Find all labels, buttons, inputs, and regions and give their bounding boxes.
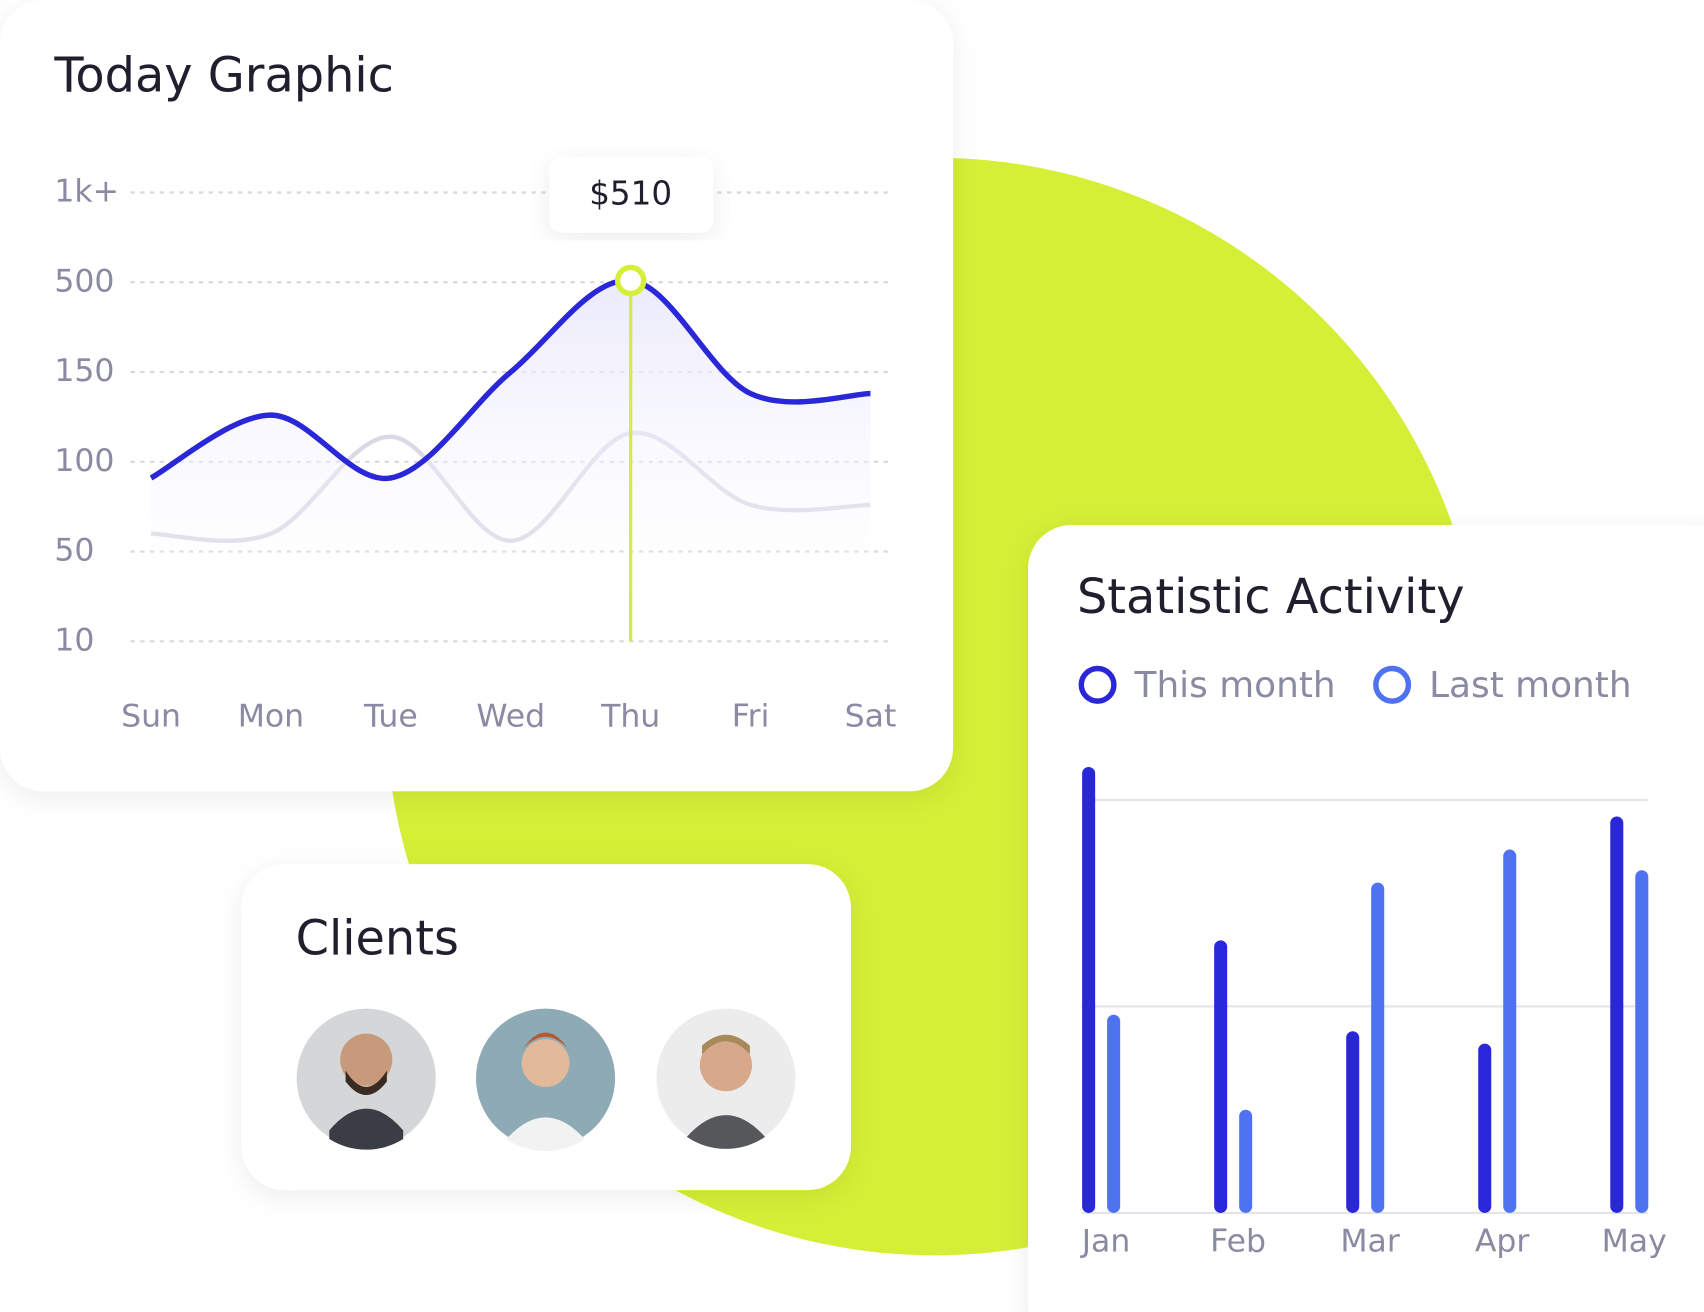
bar xyxy=(1346,1031,1360,1213)
bar xyxy=(1610,816,1624,1213)
y-tick-label: 1k+ xyxy=(54,174,119,210)
highlight-point xyxy=(614,264,647,297)
chart-title: Statistic Activity xyxy=(1077,570,1465,625)
avatar xyxy=(296,1008,436,1150)
x-tick-label: Mon xyxy=(238,698,304,734)
x-tick-label: Wed xyxy=(476,698,545,734)
x-tick-label: Feb xyxy=(1210,1223,1266,1259)
x-tick-label: Mar xyxy=(1340,1223,1399,1259)
x-tick-label: Sat xyxy=(845,698,897,734)
x-tick-label: Apr xyxy=(1475,1223,1530,1259)
bar xyxy=(1239,1109,1253,1213)
x-tick-label: Jan xyxy=(1080,1223,1131,1259)
y-tick-label: 10 xyxy=(54,622,94,658)
x-tick-label: May xyxy=(1602,1223,1667,1259)
x-tick-label: Sun xyxy=(121,698,181,734)
statistic-chart: Statistic Activity This month Last month J… xyxy=(1077,570,1667,1259)
avatar xyxy=(475,1008,616,1152)
today-chart: Today Graphic 10 50 100 150 500 1k+ Sun Mon Tue W… xyxy=(53,48,896,734)
x-tick-label: Thu xyxy=(600,698,660,734)
statistic-card xyxy=(1028,525,1704,1312)
legend-label: Last month xyxy=(1429,665,1631,706)
y-tick-label: 50 xyxy=(54,533,94,569)
y-tick-label: 150 xyxy=(54,353,114,389)
chart-title: Today Graphic xyxy=(53,48,394,103)
bar xyxy=(1478,1043,1492,1213)
x-tick-label: Fri xyxy=(732,698,770,734)
bar xyxy=(1082,766,1096,1213)
today-card xyxy=(0,0,954,792)
clients-title: Clients xyxy=(296,911,459,966)
bar xyxy=(1107,1014,1121,1213)
bar xyxy=(1214,940,1228,1213)
x-tick-label: Tue xyxy=(363,698,418,734)
line xyxy=(149,277,871,482)
bar xyxy=(1503,849,1517,1213)
y-tick-label: 100 xyxy=(54,443,114,479)
bar xyxy=(1635,870,1649,1213)
area xyxy=(151,280,871,642)
legend-marker xyxy=(1373,665,1412,704)
avatar xyxy=(656,1008,796,1149)
tooltip xyxy=(549,156,714,233)
legend-marker xyxy=(1078,665,1117,704)
tooltip-label: $510 xyxy=(589,175,672,213)
y-tick-label: 500 xyxy=(54,263,114,299)
clients: Clients xyxy=(296,911,796,1152)
bar xyxy=(1371,882,1385,1213)
legend-label: This month xyxy=(1134,665,1336,706)
